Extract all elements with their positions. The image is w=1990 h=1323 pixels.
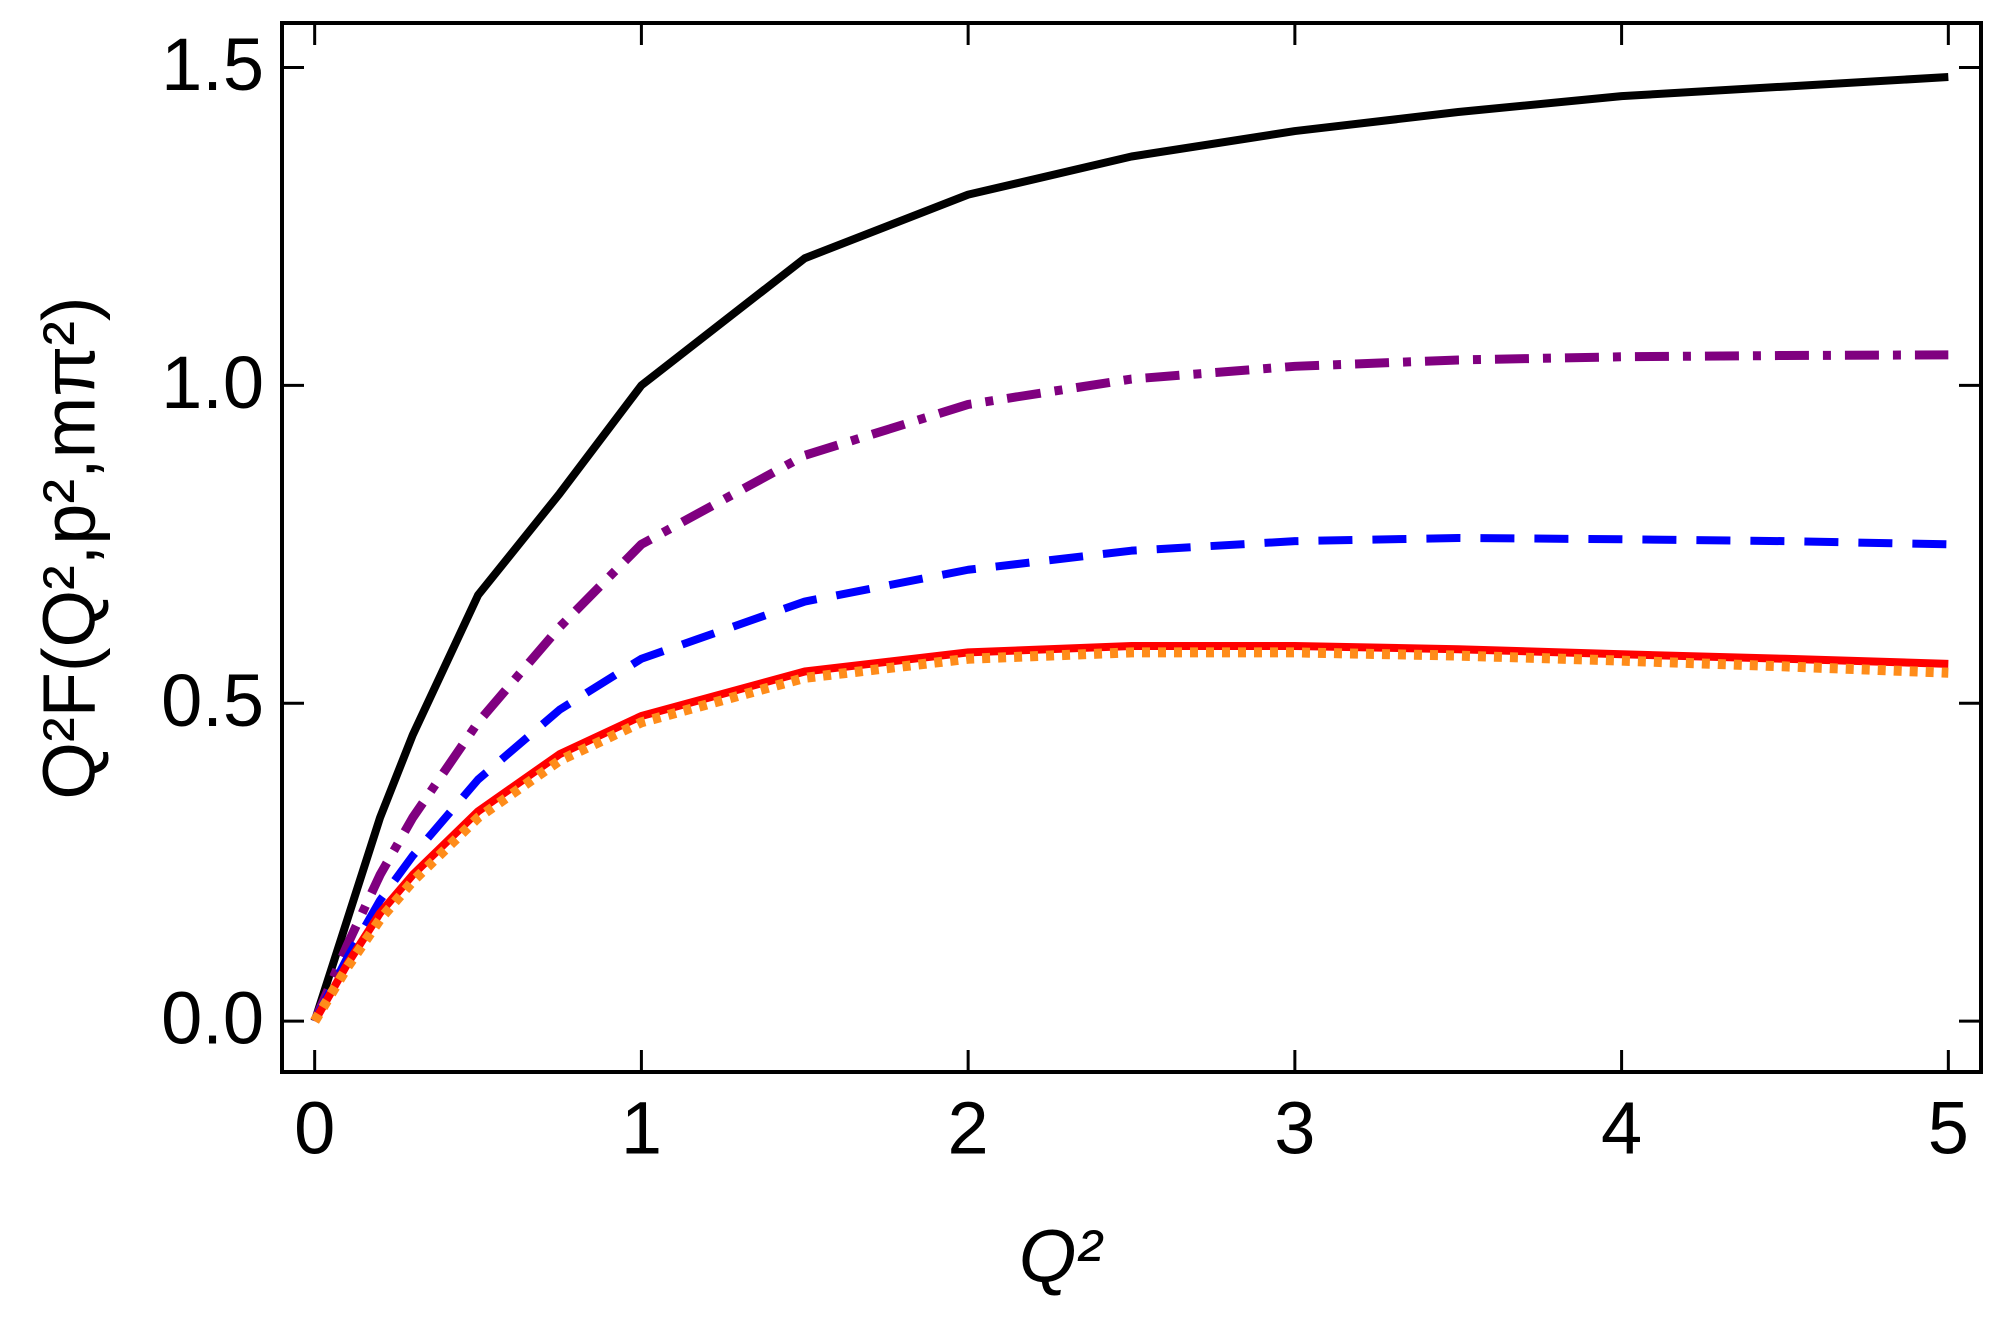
x-tick-label: 5 <box>1928 1087 1969 1170</box>
x-tick-label: 1 <box>621 1087 662 1170</box>
x-tick-label: 0 <box>294 1087 335 1170</box>
series-line <box>310 350 1949 1023</box>
y-tick-label: 0.5 <box>161 659 264 742</box>
y-tick-label: 1.0 <box>161 341 264 424</box>
x-tick-label: 4 <box>1601 1087 1642 1170</box>
series-line <box>311 642 1949 1024</box>
x-tick-label: 3 <box>1274 1087 1315 1170</box>
y-axis-label: Q²F(Q²,p²,mπ²) <box>28 296 111 799</box>
series-line <box>310 73 1949 1023</box>
series-line <box>311 533 1949 1023</box>
plot-frame <box>280 21 1983 1074</box>
y-tick-label: 1.5 <box>161 23 264 106</box>
y-tick-label: 0.0 <box>161 977 264 1060</box>
x-tick-label: 2 <box>948 1087 989 1170</box>
x-axis-label: Q² <box>1019 1215 1104 1298</box>
